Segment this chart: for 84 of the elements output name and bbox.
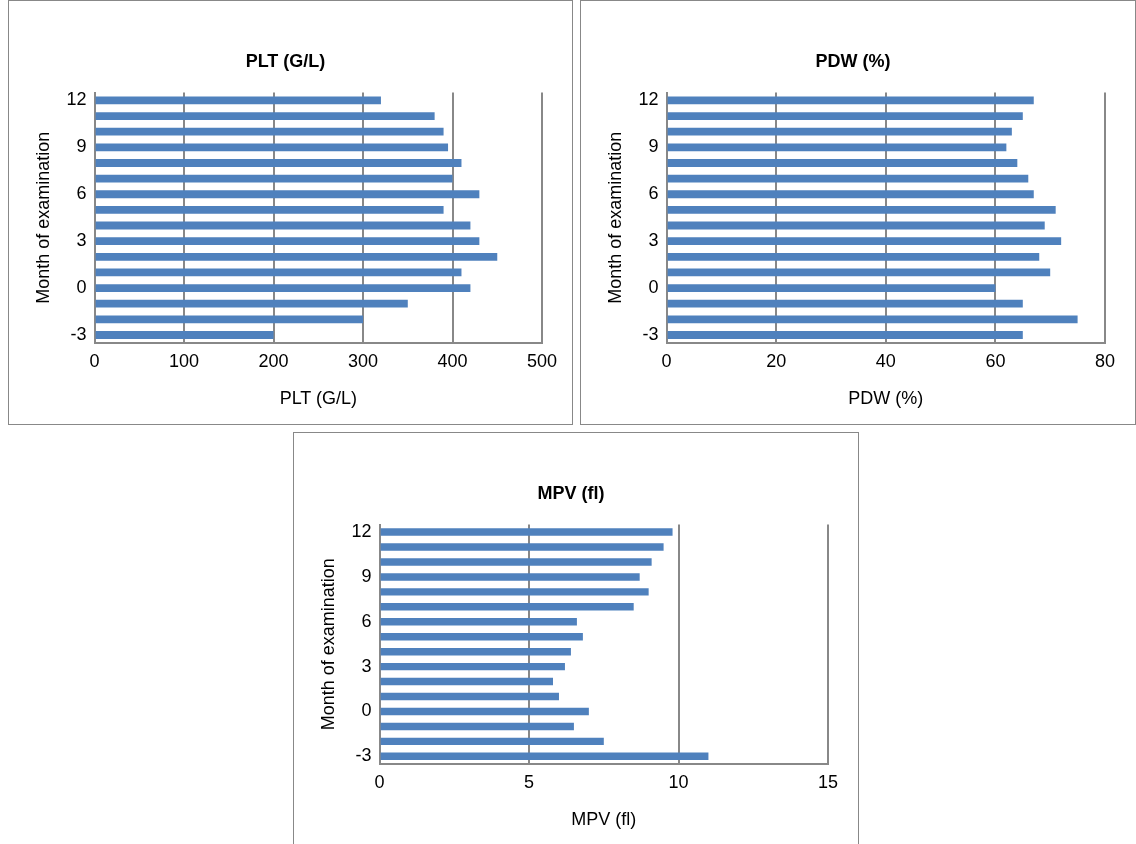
x-tick-label: 500 — [526, 350, 558, 371]
bar — [95, 174, 453, 183]
bar — [95, 252, 498, 261]
bar — [667, 159, 1018, 167]
bar — [380, 618, 577, 626]
chart-title: PLT (G/L) — [245, 50, 326, 71]
bar — [667, 252, 1040, 261]
y-tick-label: -3 — [355, 745, 372, 766]
bar — [667, 237, 1062, 246]
y-tick-label: 6 — [361, 610, 372, 631]
bar — [667, 190, 1034, 199]
bar — [380, 528, 673, 536]
bar — [380, 662, 565, 671]
chart-title: PDW (%) — [815, 50, 891, 71]
x-tick-label: 0 — [89, 350, 100, 371]
bar — [667, 112, 1023, 120]
y-axis-title: Month of examination — [32, 131, 53, 304]
bar — [667, 143, 1007, 152]
y-tick-label: 0 — [361, 700, 372, 721]
bar — [667, 284, 996, 292]
bar — [667, 299, 1023, 308]
bar — [380, 737, 604, 746]
x-tick-label: 40 — [875, 350, 896, 371]
bar — [380, 632, 583, 641]
y-tick-label: 12 — [638, 89, 659, 110]
x-tick-label: 15 — [817, 771, 839, 792]
bar — [380, 647, 571, 656]
y-tick-label: 9 — [76, 136, 87, 157]
bar — [380, 543, 664, 551]
x-tick-label: 60 — [985, 350, 1006, 371]
x-tick-label: 0 — [374, 771, 385, 792]
bar — [380, 707, 589, 716]
y-tick-label: 9 — [648, 136, 659, 157]
y-tick-label: 6 — [76, 183, 87, 204]
bar — [95, 159, 462, 167]
bar — [95, 237, 480, 246]
bar — [95, 299, 408, 308]
bar — [95, 190, 480, 199]
bar — [667, 315, 1078, 324]
bar — [667, 127, 1012, 136]
x-axis-title: PLT (G/L) — [279, 388, 357, 409]
bar — [95, 127, 444, 136]
bar — [380, 588, 649, 596]
x-tick-label: 400 — [437, 350, 468, 371]
bar — [380, 677, 553, 686]
y-tick-label: -3 — [70, 323, 87, 344]
y-axis-title: Month of examination — [317, 558, 338, 731]
y-tick-label: -3 — [642, 323, 659, 344]
x-axis-title: PDW (%) — [848, 388, 924, 409]
x-axis-title: MPV (fl) — [571, 809, 637, 830]
x-tick-label: 20 — [766, 350, 787, 371]
x-tick-label: 10 — [668, 771, 689, 792]
y-tick-label: 3 — [361, 655, 372, 676]
y-tick-label: 3 — [648, 230, 659, 251]
bar — [667, 205, 1056, 214]
x-tick-label: 100 — [169, 350, 200, 371]
chart-title: MPV (fl) — [537, 482, 605, 503]
y-tick-label: 9 — [361, 565, 372, 586]
x-tick-label: 80 — [1094, 350, 1116, 371]
y-tick-label: 3 — [76, 230, 87, 251]
y-tick-label: 0 — [648, 277, 659, 298]
x-tick-label: 0 — [661, 350, 672, 371]
bar — [380, 722, 574, 731]
bar — [95, 112, 435, 120]
bar — [380, 573, 640, 581]
y-tick-label: 6 — [648, 183, 659, 204]
bar — [380, 603, 634, 611]
bar — [380, 692, 559, 701]
bar — [95, 315, 364, 324]
bar — [667, 331, 1023, 339]
x-tick-label: 5 — [524, 771, 535, 792]
bar — [95, 331, 274, 339]
y-tick-label: 12 — [351, 521, 372, 542]
y-tick-label: 12 — [66, 89, 87, 110]
bar — [380, 558, 652, 566]
bar — [380, 752, 709, 761]
bar — [95, 284, 471, 292]
bar — [95, 205, 444, 214]
x-tick-label: 300 — [348, 350, 379, 371]
bar — [667, 174, 1029, 183]
bar — [95, 143, 449, 152]
y-axis-title: Month of examination — [604, 131, 625, 304]
x-tick-label: 200 — [258, 350, 289, 371]
y-tick-label: 0 — [76, 277, 87, 298]
